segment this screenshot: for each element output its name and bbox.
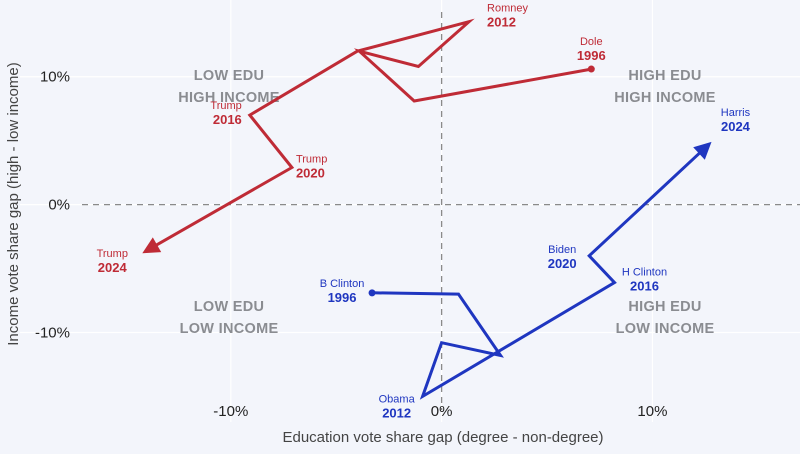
y-axis-title: Income vote share gap (high - low income…	[5, 62, 22, 345]
series-1-label-1-name: Obama	[379, 393, 416, 405]
quadrant-label-top-right-2: HIGH INCOME	[614, 90, 716, 106]
y-tick-label-1: 0%	[48, 197, 70, 214]
series-1-label-4-year: 2024	[721, 119, 751, 134]
series-0-start-marker	[587, 65, 595, 73]
tick-labels: 10% 0% -10% -10% 0% 10%	[35, 69, 667, 420]
series-0-label-0-name: Dole	[580, 36, 603, 48]
quadrant-label-top-left-1: LOW EDU	[194, 68, 265, 84]
point-labels: Dole1996Romney2012Trump2016Trump2020Trum…	[97, 3, 751, 421]
series-1-arrowhead	[693, 141, 712, 160]
x-tick-label-1: 0%	[431, 403, 453, 420]
series-1-label-1-year: 2012	[382, 405, 411, 420]
series-1-start-marker	[368, 289, 376, 297]
series-1-label-3-year: 2020	[548, 256, 577, 271]
quadrant-label-top-right-1: HIGH EDU	[628, 68, 701, 84]
series-1-label-2-name: H Clinton	[622, 267, 667, 279]
quadrant-label-bottom-left-1: LOW EDU	[194, 299, 265, 315]
quadrant-label-bottom-right-1: HIGH EDU	[628, 299, 701, 315]
series-0-label-0-year: 1996	[577, 48, 606, 63]
series-0-label-1-name: Romney	[487, 3, 528, 15]
series-0-label-3-name: Trump	[296, 154, 327, 166]
series-0-arrowhead	[142, 237, 162, 254]
series-1-label-2-year: 2016	[630, 279, 659, 294]
series-1-line	[372, 151, 702, 400]
series-1-label-0-name: B Clinton	[320, 278, 365, 290]
series-0-line	[154, 18, 592, 248]
series-0-label-3-year: 2020	[296, 166, 325, 181]
quadrant-labels: LOW EDU HIGH INCOME HIGH EDU HIGH INCOME LOW…	[178, 68, 716, 337]
series-paths	[142, 18, 712, 400]
quadrant-label-bottom-right-2: LOW INCOME	[616, 321, 715, 337]
y-tick-label-0: 10%	[40, 69, 70, 86]
x-tick-label-2: 10%	[637, 403, 667, 420]
y-tick-label-2: -10%	[35, 324, 70, 341]
quadrant-label-bottom-left-2: LOW INCOME	[180, 321, 279, 337]
series-0-label-2-name: Trump	[210, 100, 241, 112]
series-0-label-2-year: 2016	[213, 112, 242, 127]
x-tick-label-0: -10%	[213, 403, 248, 420]
series-1-label-3-name: Biden	[548, 244, 576, 256]
series-1-label-4-name: Harris	[721, 107, 751, 119]
quadrant-label-top-left-2: HIGH INCOME	[178, 90, 280, 106]
series-0-label-1-year: 2012	[487, 15, 516, 30]
x-axis-title: Education vote share gap (degree - non-d…	[282, 429, 603, 446]
series-1-label-0-year: 1996	[328, 290, 357, 305]
series-0-label-4-year: 2024	[98, 260, 128, 275]
series-0-label-4-name: Trump	[97, 248, 128, 260]
